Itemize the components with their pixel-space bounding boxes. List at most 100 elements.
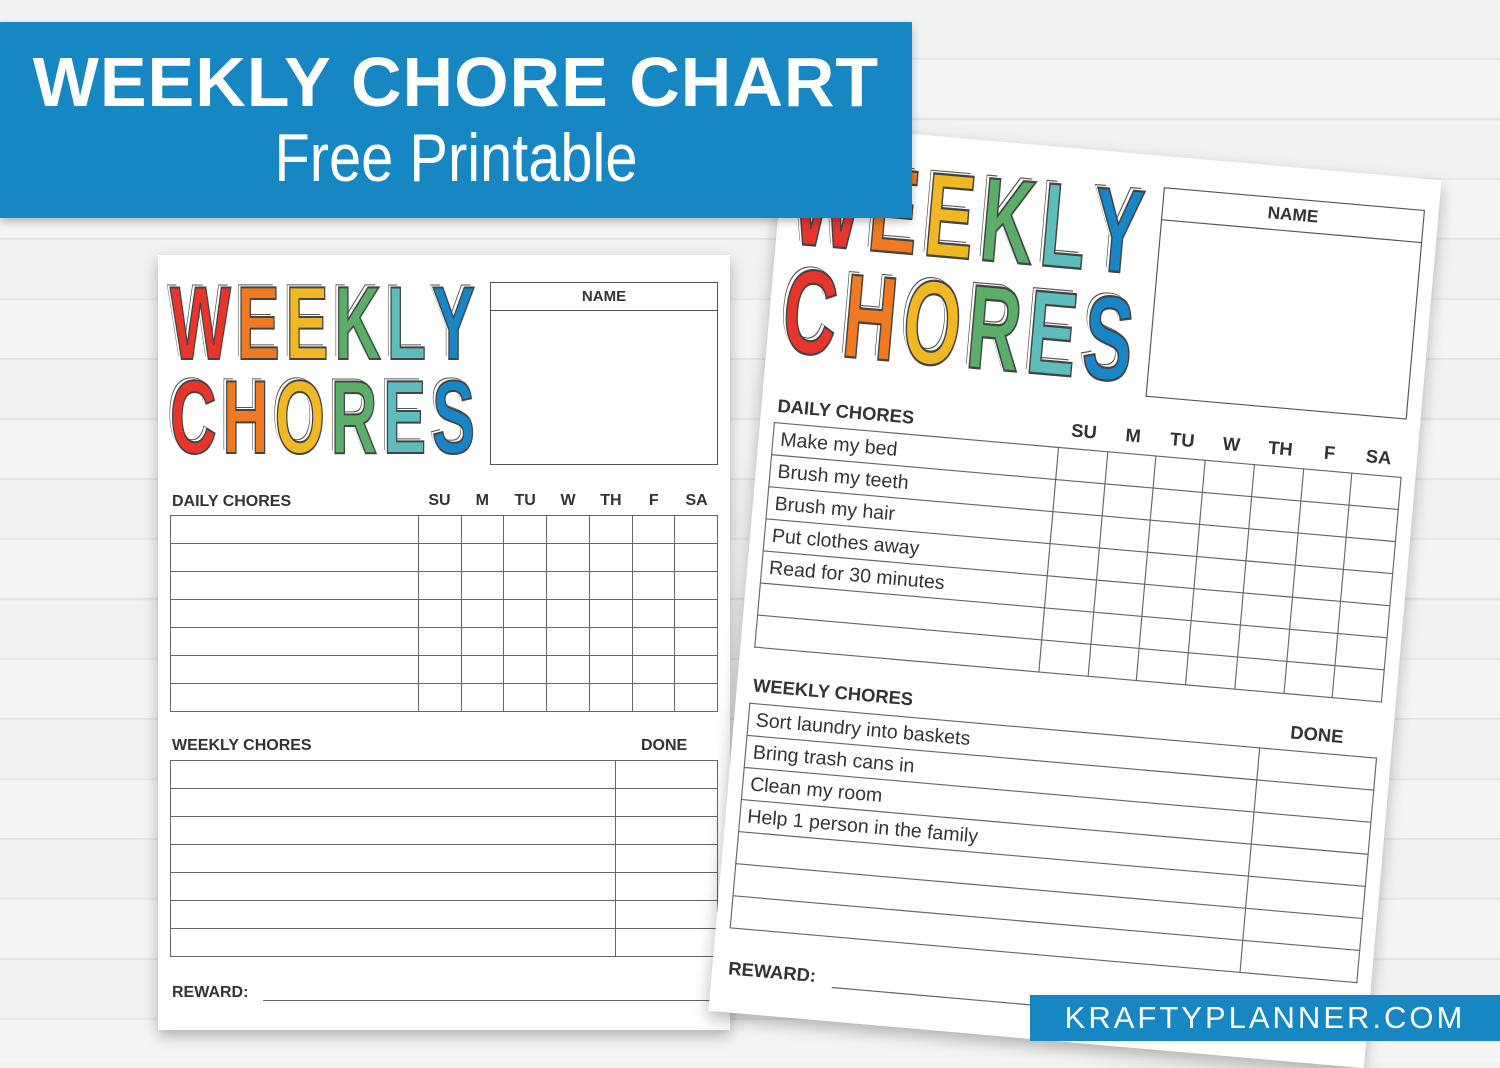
check-cell[interactable] [588, 655, 633, 684]
check-cell[interactable] [631, 543, 676, 572]
done-cell[interactable] [615, 872, 718, 901]
check-cell[interactable] [1191, 588, 1243, 625]
check-cell[interactable] [1093, 580, 1146, 617]
check-cell[interactable] [1052, 479, 1105, 516]
check-cell[interactable] [674, 655, 718, 684]
check-cell[interactable] [460, 515, 505, 544]
check-cell[interactable] [1245, 528, 1298, 566]
check-cell[interactable] [460, 571, 505, 600]
check-cell[interactable] [1194, 556, 1246, 593]
check-cell[interactable] [631, 655, 676, 684]
check-cell[interactable] [503, 655, 548, 684]
check-cell[interactable] [1349, 473, 1402, 510]
check-cell[interactable] [674, 515, 718, 544]
check-cell[interactable] [460, 543, 505, 572]
done-cell[interactable] [615, 788, 718, 817]
check-cell[interactable] [1340, 569, 1393, 606]
check-cell[interactable] [1251, 464, 1304, 501]
check-cell[interactable] [1087, 644, 1140, 681]
check-cell[interactable] [1335, 633, 1388, 670]
check-cell[interactable] [418, 683, 462, 712]
check-cell[interactable] [1237, 624, 1290, 662]
check-cell[interactable] [1289, 597, 1341, 634]
check-cell[interactable] [1142, 584, 1195, 621]
check-cell[interactable] [418, 655, 462, 684]
check-cell[interactable] [1300, 468, 1353, 506]
check-cell[interactable] [631, 599, 676, 628]
done-cell[interactable] [615, 928, 718, 957]
check-cell[interactable] [1199, 492, 1252, 529]
check-cell[interactable] [1047, 543, 1100, 581]
check-cell[interactable] [503, 599, 548, 628]
check-cell[interactable] [1286, 629, 1339, 666]
check-cell[interactable] [1055, 447, 1108, 484]
check-cell[interactable] [418, 543, 462, 572]
check-cell[interactable] [588, 627, 633, 656]
check-cell[interactable] [631, 571, 676, 600]
done-cell[interactable] [615, 816, 718, 845]
check-cell[interactable] [546, 543, 590, 572]
check-cell[interactable] [1294, 533, 1347, 570]
check-cell[interactable] [1136, 648, 1189, 685]
check-cell[interactable] [588, 515, 633, 544]
check-cell[interactable] [674, 543, 718, 572]
check-cell[interactable] [546, 571, 590, 600]
check-cell[interactable] [631, 683, 676, 712]
check-cell[interactable] [503, 515, 548, 544]
check-cell[interactable] [503, 627, 548, 656]
check-cell[interactable] [1050, 511, 1102, 548]
check-cell[interactable] [1240, 592, 1292, 630]
done-cell[interactable] [615, 844, 718, 873]
check-cell[interactable] [1242, 560, 1295, 598]
check-cell[interactable] [674, 599, 718, 628]
check-cell[interactable] [1145, 552, 1197, 589]
done-cell[interactable] [615, 760, 718, 789]
name-box[interactable]: NAME [1145, 187, 1426, 420]
check-cell[interactable] [588, 543, 633, 572]
check-cell[interactable] [460, 683, 505, 712]
check-cell[interactable] [1338, 601, 1390, 638]
check-cell[interactable] [1248, 496, 1301, 534]
check-cell[interactable] [460, 627, 505, 656]
check-cell[interactable] [1090, 612, 1143, 649]
check-cell[interactable] [418, 571, 462, 600]
check-cell[interactable] [503, 683, 548, 712]
done-cell[interactable] [615, 900, 718, 929]
check-cell[interactable] [1185, 652, 1238, 690]
check-cell[interactable] [1196, 524, 1249, 561]
check-cell[interactable] [1104, 451, 1157, 489]
check-cell[interactable] [503, 571, 548, 600]
check-cell[interactable] [546, 683, 590, 712]
check-cell[interactable] [631, 515, 676, 544]
check-cell[interactable] [418, 515, 462, 544]
check-cell[interactable] [1041, 607, 1094, 645]
reward-line[interactable] [263, 1000, 718, 1001]
check-cell[interactable] [631, 627, 676, 656]
check-cell[interactable] [1147, 520, 1200, 557]
check-cell[interactable] [588, 683, 633, 712]
check-cell[interactable] [1343, 537, 1396, 574]
check-cell[interactable] [1139, 616, 1192, 653]
check-cell[interactable] [546, 515, 590, 544]
check-cell[interactable] [674, 683, 718, 712]
check-cell[interactable] [674, 571, 718, 600]
check-cell[interactable] [1297, 500, 1350, 538]
check-cell[interactable] [1202, 460, 1255, 497]
check-cell[interactable] [503, 543, 548, 572]
check-cell[interactable] [546, 655, 590, 684]
check-cell[interactable] [418, 599, 462, 628]
check-cell[interactable] [1153, 456, 1206, 493]
check-cell[interactable] [1332, 665, 1385, 702]
check-cell[interactable] [588, 571, 633, 600]
check-cell[interactable] [1099, 515, 1151, 553]
check-cell[interactable] [1038, 639, 1091, 677]
check-cell[interactable] [588, 599, 633, 628]
check-cell[interactable] [1283, 661, 1336, 698]
check-cell[interactable] [1234, 657, 1287, 694]
name-box[interactable]: NAME [490, 282, 718, 465]
check-cell[interactable] [1188, 620, 1241, 658]
check-cell[interactable] [1150, 488, 1203, 525]
check-cell[interactable] [1291, 565, 1344, 602]
check-cell[interactable] [546, 627, 590, 656]
check-cell[interactable] [418, 627, 462, 656]
